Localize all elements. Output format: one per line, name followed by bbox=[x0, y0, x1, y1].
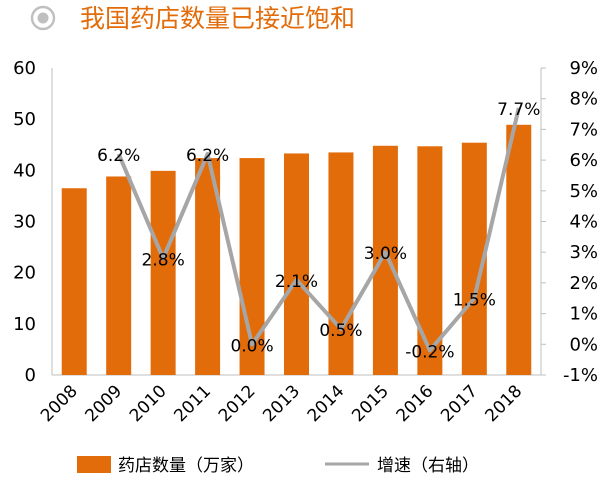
x-tick-label: 2018 bbox=[482, 381, 527, 426]
data-label: 0.0% bbox=[230, 336, 273, 356]
x-tick-label: 2011 bbox=[170, 381, 215, 426]
legend-label-bars: 药店数量（万家） bbox=[118, 456, 254, 476]
x-tick-label: 2008 bbox=[37, 381, 82, 426]
y-right-tick-label: 1% bbox=[569, 304, 598, 325]
bar bbox=[106, 176, 132, 375]
data-label: 2.8% bbox=[142, 250, 185, 270]
bar bbox=[417, 146, 443, 375]
y-right-tick-label: 7% bbox=[569, 119, 598, 140]
legend: 药店数量（万家） 增速（右轴） bbox=[77, 456, 479, 476]
y-right-tick-label: 6% bbox=[569, 150, 598, 171]
data-label: 6.2% bbox=[186, 146, 229, 166]
data-label: 6.2% bbox=[97, 146, 140, 166]
y-left-tick-label: 40 bbox=[13, 160, 36, 181]
legend-label-line: 增速（右轴） bbox=[377, 456, 479, 476]
x-tick-label: 2015 bbox=[348, 381, 393, 426]
data-label: -0.2% bbox=[405, 342, 454, 362]
title-row: 我国药店数量已接近饱和 bbox=[0, 0, 600, 50]
data-label: 2.1% bbox=[275, 272, 318, 292]
bar bbox=[328, 152, 354, 375]
y-left-tick-label: 0 bbox=[25, 365, 36, 386]
bar bbox=[506, 124, 532, 375]
y-left-tick-label: 20 bbox=[13, 263, 36, 284]
y-right-tick-label: 0% bbox=[569, 334, 598, 355]
data-label: 1.5% bbox=[453, 290, 496, 310]
bar bbox=[61, 188, 87, 375]
x-tick-label: 2016 bbox=[393, 381, 438, 426]
bar-series bbox=[61, 124, 532, 375]
y-left-tick-label: 30 bbox=[13, 212, 36, 233]
x-tick-label: 2009 bbox=[81, 381, 126, 426]
y-right-tick-label: -1% bbox=[563, 365, 598, 386]
data-label: 7.7% bbox=[497, 100, 540, 120]
x-tick-label: 2010 bbox=[126, 381, 171, 426]
growth-line bbox=[116, 107, 521, 353]
data-label: 0.5% bbox=[319, 321, 362, 341]
y-left-tick-label: 60 bbox=[13, 58, 36, 79]
data-labels: 6.2% 2.8% 6.2% 0.0% 2.1% 0.5% 3.0% -0.2% 1.5% 7.7… bbox=[97, 100, 540, 363]
y-right-tick-label: 9% bbox=[569, 58, 598, 79]
data-label: 3.0% bbox=[364, 244, 407, 264]
page-title: 我国药店数量已接近饱和 bbox=[80, 4, 356, 33]
y-right-tick-label: 3% bbox=[569, 242, 598, 263]
line-series bbox=[116, 107, 521, 353]
x-tick-label: 2017 bbox=[437, 381, 482, 426]
x-tick-label: 2012 bbox=[215, 381, 260, 426]
bar bbox=[150, 170, 176, 375]
y-right-tick-label: 8% bbox=[569, 89, 598, 110]
y-right-tick-label: 2% bbox=[569, 273, 598, 294]
y-right-tick-label: 5% bbox=[569, 181, 598, 202]
y-right-tick-label: 4% bbox=[569, 212, 598, 233]
bar bbox=[372, 145, 398, 375]
legend-bar-swatch bbox=[77, 456, 111, 473]
y-left-tick-label: 50 bbox=[13, 109, 36, 130]
y-left-tick-label: 10 bbox=[13, 314, 36, 335]
x-tick-label: 2014 bbox=[304, 381, 349, 426]
bar bbox=[284, 153, 309, 375]
x-tick-label: 2013 bbox=[259, 381, 304, 426]
radio-circle-icon bbox=[30, 5, 56, 31]
